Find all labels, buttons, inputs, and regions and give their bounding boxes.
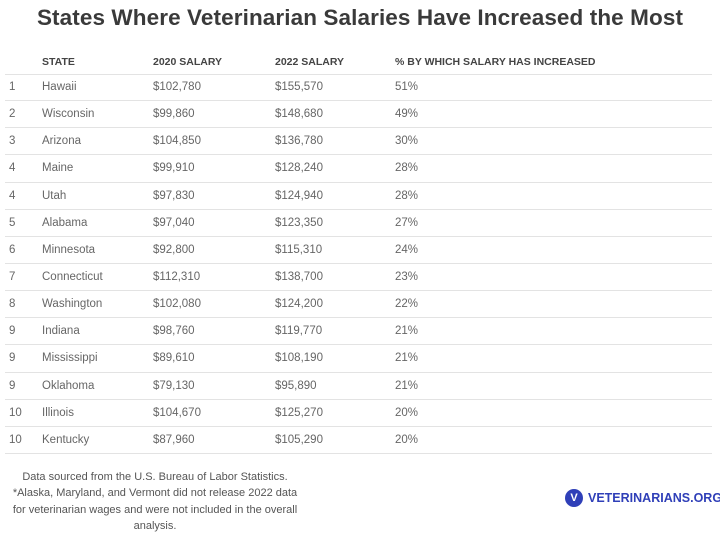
cell-state: Arizona xyxy=(42,135,81,148)
cell-percent-increase: 22% xyxy=(395,298,419,311)
header-percent-increase: % BY WHICH SALARY HAS INCREASED xyxy=(395,56,596,68)
cell-percent-increase: 21% xyxy=(395,352,419,365)
cell-salary-2022: $119,770 xyxy=(275,325,323,338)
cell-salary-2020: $92,800 xyxy=(153,243,195,256)
cell-salary-2020: $104,670 xyxy=(153,406,201,419)
cell-salary-2022: $105,290 xyxy=(275,433,323,446)
veterinarians-logo: V VETERINARIANS.ORG xyxy=(565,489,720,507)
cell-rank: 10 xyxy=(9,433,22,446)
table-row: 10 Kentucky $87,960 $105,290 20% xyxy=(5,427,712,454)
page-title: States Where Veterinarian Salaries Have … xyxy=(36,5,684,30)
table-row: 4 Utah $97,830 $124,940 28% xyxy=(5,183,712,210)
header-state: STATE xyxy=(42,56,75,68)
cell-salary-2022: $108,190 xyxy=(275,352,323,365)
cell-percent-increase: 20% xyxy=(395,433,419,446)
cell-state: Minnesota xyxy=(42,243,96,256)
cell-state: Maine xyxy=(42,162,74,175)
cell-state: Alabama xyxy=(42,216,88,229)
cell-salary-2020: $97,040 xyxy=(153,216,195,229)
cell-rank: 9 xyxy=(9,352,16,365)
cell-rank: 9 xyxy=(9,379,16,392)
cell-state: Indiana xyxy=(42,325,80,338)
footnote: Data sourced from the U.S. Bureau of Lab… xyxy=(5,469,305,534)
cell-salary-2020: $89,610 xyxy=(153,352,195,365)
table-row: 6 Minnesota $92,800 $115,310 24% xyxy=(5,237,712,264)
cell-state: Wisconsin xyxy=(42,108,95,121)
table-row: 2 Wisconsin $99,860 $148,680 49% xyxy=(5,101,712,129)
cell-state: Mississippi xyxy=(42,352,98,365)
cell-salary-2020: $98,760 xyxy=(153,325,195,338)
cell-rank: 4 xyxy=(9,189,16,202)
cell-rank: 9 xyxy=(9,325,16,338)
cell-salary-2020: $112,310 xyxy=(153,270,201,283)
cell-rank: 7 xyxy=(9,270,16,283)
cell-rank: 6 xyxy=(9,243,16,256)
cell-percent-increase: 24% xyxy=(395,243,419,256)
cell-salary-2022: $148,680 xyxy=(275,108,323,121)
cell-salary-2020: $99,910 xyxy=(153,162,195,175)
header-2022-salary: 2022 SALARY xyxy=(275,56,345,68)
table-row: 9 Indiana $98,760 $119,770 21% xyxy=(5,318,712,346)
logo-text: VETERINARIANS.ORG xyxy=(588,491,720,505)
table-row: 8 Washington $102,080 $124,200 22% xyxy=(5,291,712,319)
cell-salary-2022: $128,240 xyxy=(275,162,323,175)
cell-salary-2022: $123,350 xyxy=(275,216,323,229)
cell-state: Kentucky xyxy=(42,433,90,446)
table-row: 7 Connecticut $112,310 $138,700 23% xyxy=(5,264,712,292)
table-row: 10 Illinois $104,670 $125,270 20% xyxy=(5,400,712,427)
table-row: 4 Maine $99,910 $128,240 28% xyxy=(5,155,712,183)
cell-state: Hawaii xyxy=(42,81,77,93)
cell-salary-2022: $95,890 xyxy=(275,379,317,392)
cell-salary-2022: $124,940 xyxy=(275,189,323,202)
cell-percent-increase: 27% xyxy=(395,216,419,229)
cell-rank: 5 xyxy=(9,216,16,229)
cell-salary-2022: $138,700 xyxy=(275,270,323,283)
cell-salary-2020: $102,080 xyxy=(153,298,201,311)
cell-salary-2020: $87,960 xyxy=(153,433,195,446)
cell-percent-increase: 30% xyxy=(395,135,419,148)
cell-salary-2020: $99,860 xyxy=(153,108,195,121)
logo-v-icon: V xyxy=(565,489,583,507)
cell-percent-increase: 51% xyxy=(395,81,419,93)
cell-rank: 8 xyxy=(9,298,16,311)
table-row: 9 Mississippi $89,610 $108,190 21% xyxy=(5,345,712,373)
cell-state: Washington xyxy=(42,298,103,311)
cell-rank: 1 xyxy=(9,81,16,93)
cell-salary-2022: $155,570 xyxy=(275,81,323,93)
cell-percent-increase: 28% xyxy=(395,162,419,175)
cell-salary-2020: $97,830 xyxy=(153,189,195,202)
source-note: Data sourced from the U.S. Bureau of Lab… xyxy=(22,471,288,483)
cell-rank: 10 xyxy=(9,406,22,419)
table-row: 5 Alabama $97,040 $123,350 27% xyxy=(5,210,712,237)
cell-salary-2022: $136,780 xyxy=(275,135,323,148)
cell-state: Utah xyxy=(42,189,67,202)
cell-salary-2020: $102,780 xyxy=(153,81,201,93)
cell-state: Connecticut xyxy=(42,270,103,283)
table-body: 1 Hawaii $102,780 $155,570 51% 2 Wisconsin $99,… xyxy=(5,74,712,454)
table-row: 1 Hawaii $102,780 $155,570 51% xyxy=(5,74,712,102)
cell-rank: 4 xyxy=(9,162,16,175)
cell-percent-increase: 21% xyxy=(395,379,419,392)
table-row: 3 Arizona $104,850 $136,780 30% xyxy=(5,128,712,156)
cell-percent-increase: 28% xyxy=(395,189,419,202)
cell-salary-2020: $79,130 xyxy=(153,379,195,392)
cell-percent-increase: 23% xyxy=(395,270,419,283)
table-row: 9 Oklahoma $79,130 $95,890 21% xyxy=(5,373,712,400)
table-header: STATE 2020 SALARY 2022 SALARY % BY WHICH… xyxy=(5,52,712,75)
cell-salary-2022: $124,200 xyxy=(275,298,323,311)
cell-rank: 2 xyxy=(9,108,16,121)
cell-rank: 3 xyxy=(9,135,16,148)
header-2020-salary: 2020 SALARY xyxy=(153,56,223,68)
cell-salary-2022: $125,270 xyxy=(275,406,323,419)
exclusion-note: *Alaska, Maryland, and Vermont did not r… xyxy=(12,487,298,532)
cell-state: Oklahoma xyxy=(42,379,95,392)
cell-percent-increase: 49% xyxy=(395,108,419,121)
cell-percent-increase: 20% xyxy=(395,406,419,419)
cell-salary-2020: $104,850 xyxy=(153,135,201,148)
cell-salary-2022: $115,310 xyxy=(275,243,323,256)
cell-percent-increase: 21% xyxy=(395,325,419,338)
cell-state: Illinois xyxy=(42,406,74,419)
